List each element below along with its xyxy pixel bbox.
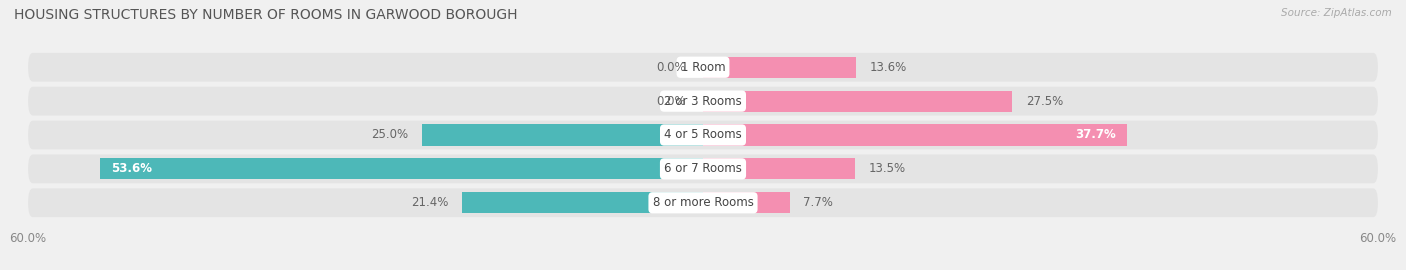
Bar: [703, 192, 790, 213]
Bar: [463, 192, 703, 213]
Text: 0.0%: 0.0%: [657, 94, 686, 108]
Text: 27.5%: 27.5%: [1026, 94, 1063, 108]
FancyBboxPatch shape: [28, 154, 1378, 183]
Bar: [703, 57, 856, 78]
Bar: [703, 124, 1128, 146]
Text: 53.6%: 53.6%: [111, 162, 152, 176]
Text: 4 or 5 Rooms: 4 or 5 Rooms: [664, 129, 742, 141]
Text: 8 or more Rooms: 8 or more Rooms: [652, 196, 754, 209]
Text: 13.5%: 13.5%: [869, 162, 905, 176]
Text: 6 or 7 Rooms: 6 or 7 Rooms: [664, 162, 742, 176]
FancyBboxPatch shape: [28, 87, 1378, 116]
Text: 21.4%: 21.4%: [412, 196, 449, 209]
Bar: [422, 124, 703, 146]
Text: 7.7%: 7.7%: [803, 196, 832, 209]
Text: 1 Room: 1 Room: [681, 61, 725, 74]
Bar: [703, 158, 855, 179]
Text: HOUSING STRUCTURES BY NUMBER OF ROOMS IN GARWOOD BOROUGH: HOUSING STRUCTURES BY NUMBER OF ROOMS IN…: [14, 8, 517, 22]
FancyBboxPatch shape: [28, 53, 1378, 82]
Bar: [703, 91, 1012, 112]
FancyBboxPatch shape: [28, 121, 1378, 149]
Text: 0.0%: 0.0%: [657, 61, 686, 74]
Text: 25.0%: 25.0%: [371, 129, 408, 141]
Legend: Owner-occupied, Renter-occupied: Owner-occupied, Renter-occupied: [578, 266, 828, 270]
Bar: [100, 158, 703, 179]
Text: 37.7%: 37.7%: [1076, 129, 1116, 141]
Text: 13.6%: 13.6%: [869, 61, 907, 74]
Text: Source: ZipAtlas.com: Source: ZipAtlas.com: [1281, 8, 1392, 18]
Text: 2 or 3 Rooms: 2 or 3 Rooms: [664, 94, 742, 108]
FancyBboxPatch shape: [28, 188, 1378, 217]
